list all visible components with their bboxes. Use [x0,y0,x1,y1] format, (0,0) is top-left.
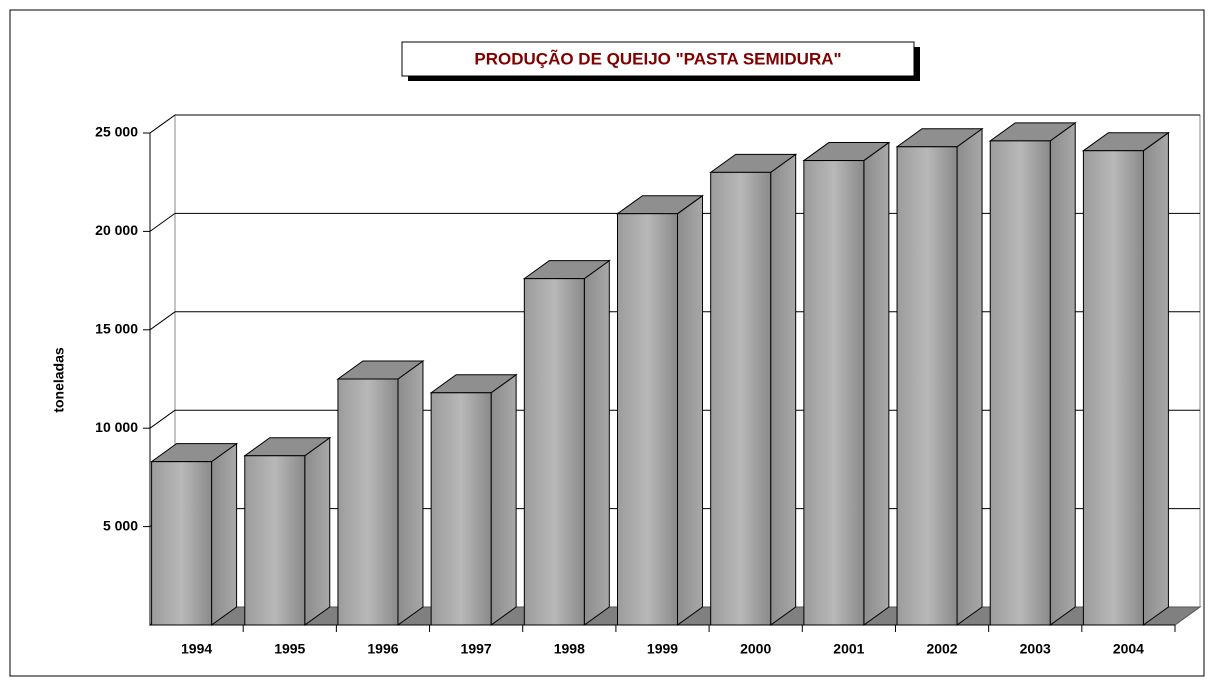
x-tick-label: 1996 [367,641,398,657]
bar [430,392,492,626]
bar [523,278,585,626]
x-tick-label: 2004 [1113,641,1144,657]
bar [710,171,772,626]
bar [617,213,678,626]
bar [337,378,399,626]
bar-side [304,436,331,626]
bar [151,461,213,626]
x-tick-label: 2000 [740,641,771,657]
bar [989,140,1051,626]
bar [896,146,958,626]
bar-side [1142,131,1169,626]
y-tick-label: 20 000 [95,222,138,238]
bar-side [956,127,983,626]
bar [1082,150,1144,626]
x-tick-label: 1999 [647,641,678,657]
y-tick-label: 10 000 [95,419,138,435]
x-tick-label: 1997 [461,641,492,657]
x-tick-label: 2001 [833,641,864,657]
bar-side [1049,121,1076,626]
y-tick-label: 5 000 [103,517,138,533]
grid-line [149,212,176,232]
x-tick-label: 1995 [274,641,305,657]
grid-line [149,114,176,134]
bar-side [770,153,797,626]
x-tick-label: 2002 [926,641,957,657]
bar [244,455,306,626]
bar-side [397,360,424,626]
y-axis-label: toneladas [51,347,67,413]
grid-line [149,311,176,331]
chart-title: PRODUÇÃO DE QUEIJO "PASTA SEMIDURA" [474,48,841,68]
bar-side [863,141,890,626]
bar-side [490,373,517,626]
title-box [401,41,915,77]
bar [803,160,865,626]
bar-side [583,259,610,626]
x-tick-label: 1998 [554,641,585,657]
grid-line [149,409,176,429]
bar-side [211,442,238,626]
x-tick-label: 2003 [1020,641,1051,657]
y-tick-label: 25 000 [95,124,138,140]
bar-side [677,194,703,626]
y-tick-label: 15 000 [95,321,138,337]
x-tick-label: 1994 [181,641,212,657]
